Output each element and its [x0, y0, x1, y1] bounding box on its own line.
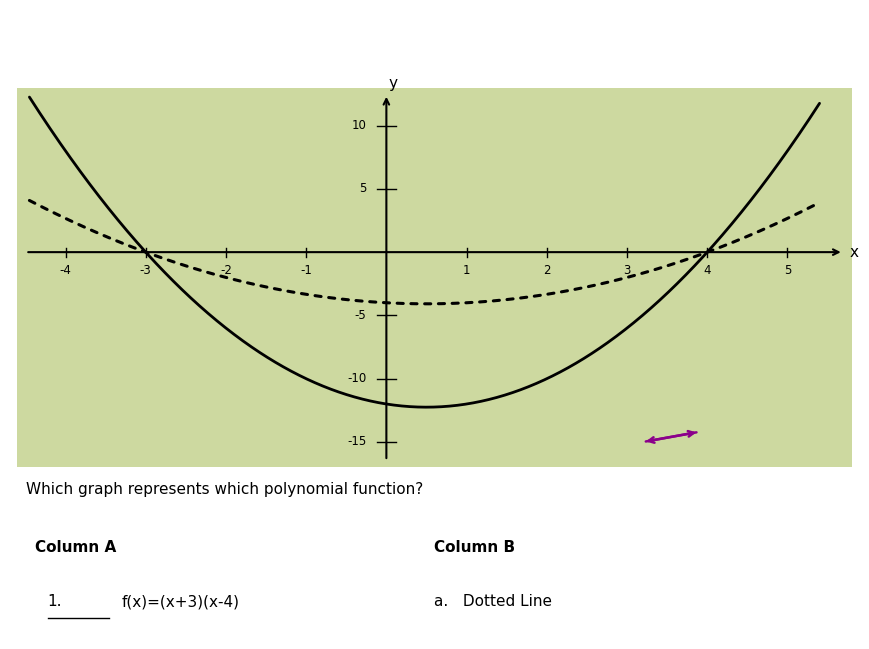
Text: $f(x) = (x+3)(x-4)$ and $g(x) = \frac{1}{3}(x+3)(x-4)$. The graphs of each are s: $f(x) = (x+3)(x-4)$ and $g(x) = \frac{1}… — [17, 108, 616, 134]
Text: -5: -5 — [355, 309, 367, 322]
Text: f(x)=(x+3)(x-4): f(x)=(x+3)(x-4) — [122, 594, 240, 609]
Text: x: x — [850, 245, 859, 260]
Text: -4: -4 — [60, 263, 71, 276]
Text: -1: -1 — [300, 263, 312, 276]
Text: 5: 5 — [784, 263, 791, 276]
Text: Column A: Column A — [35, 540, 116, 555]
Text: 1: 1 — [463, 263, 470, 276]
Text: 1.: 1. — [48, 594, 63, 609]
Text: 2: 2 — [543, 263, 551, 276]
Text: 3: 3 — [623, 263, 631, 276]
Text: -15: -15 — [347, 435, 367, 448]
Text: -3: -3 — [140, 263, 151, 276]
Text: Which graph represents which polynomial function?: Which graph represents which polynomial … — [26, 482, 423, 497]
Text: y: y — [388, 77, 397, 92]
Text: -2: -2 — [220, 263, 232, 276]
Text: 10: 10 — [351, 119, 367, 132]
Text: 5: 5 — [359, 182, 367, 195]
Text: Column B: Column B — [434, 540, 515, 555]
Text: 4: 4 — [704, 263, 711, 276]
Text: a.   Dotted Line: a. Dotted Line — [434, 594, 553, 609]
Text: -10: -10 — [347, 372, 367, 386]
